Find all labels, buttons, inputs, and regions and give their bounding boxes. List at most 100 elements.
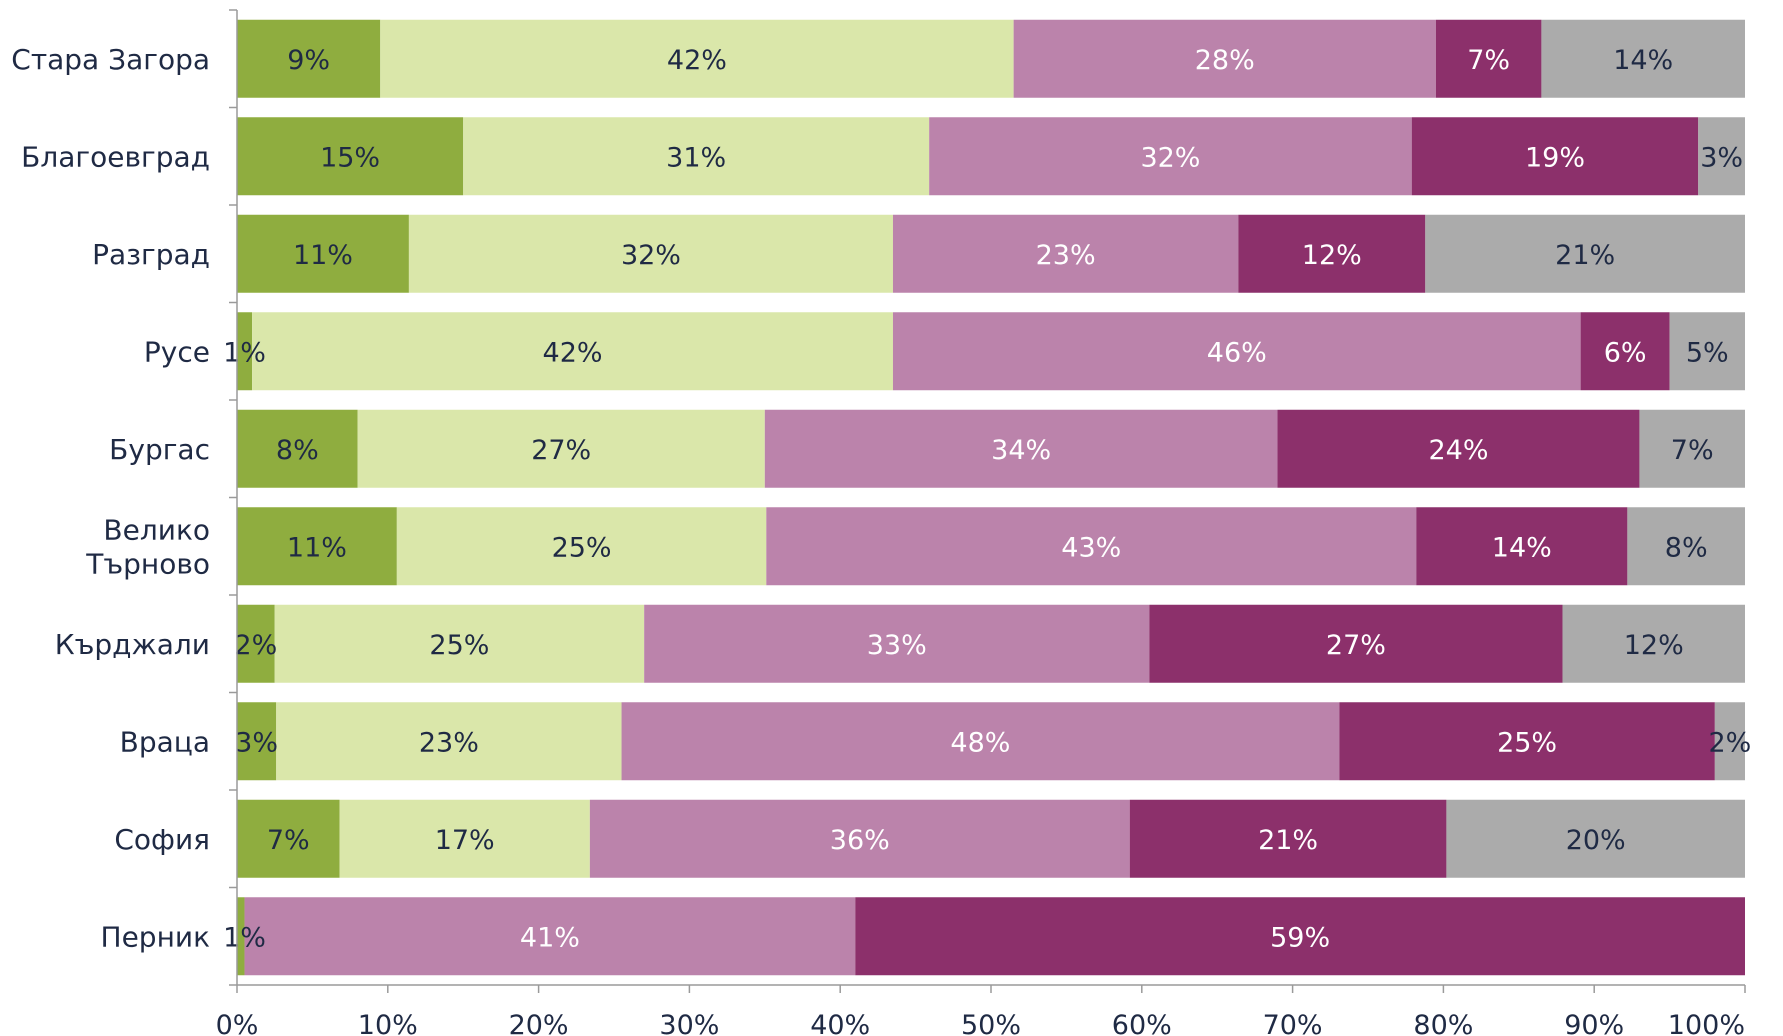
category-label-line: Враца (120, 725, 210, 758)
data-label: 12% (1624, 630, 1684, 661)
bar-segment-3-series-3 (892, 214, 1239, 293)
x-tick-label: 90% (1564, 1010, 1624, 1036)
bar-segment-9-series-2 (339, 799, 590, 878)
bar-segment-1-series-3 (1013, 19, 1436, 98)
category-label-line: Разград (92, 238, 210, 271)
bar-segment-9-series-4 (1129, 799, 1447, 878)
data-label: 23% (1036, 240, 1096, 271)
data-label: 24% (1428, 435, 1488, 466)
data-label: 31% (666, 142, 726, 173)
x-tick-label: 40% (810, 1010, 870, 1036)
x-tick-label: 100% (1668, 1010, 1745, 1036)
data-label: 6% (1604, 337, 1647, 368)
bar-segment-6-series-4 (1416, 507, 1628, 586)
bar-segment-9-series-3 (589, 799, 1130, 878)
data-label: 46% (1207, 337, 1267, 368)
category-label-line: Стара Загора (11, 43, 210, 76)
data-label: 9% (287, 45, 330, 76)
bar-segment-8-series-2 (276, 702, 622, 781)
bar-segment-7-series-5 (1562, 604, 1745, 683)
bar-segment-4-series-1 (237, 312, 253, 391)
category-label-line: София (114, 823, 210, 856)
bar-segment-8-series-1 (237, 702, 277, 781)
bar-segment-5-series-4 (1277, 409, 1640, 488)
data-label: 1% (223, 337, 266, 368)
bar-segment-5-series-2 (357, 409, 765, 488)
data-label: 25% (1497, 727, 1557, 758)
bar-segment-4-series-5 (1669, 312, 1745, 391)
data-label: 11% (293, 240, 353, 271)
bar-segment-10-series-1 (237, 897, 245, 976)
bar-segment-1-series-2 (380, 19, 1014, 98)
bar-segment-5-series-3 (764, 409, 1278, 488)
x-tick-label: 60% (1112, 1010, 1172, 1036)
category-label: Благоевград (21, 140, 210, 173)
category-label-line: Благоевград (21, 140, 210, 173)
bar-segment-2-series-5 (1698, 117, 1745, 196)
bar-segment-7-series-2 (274, 604, 645, 683)
data-label: 15% (320, 142, 380, 173)
bar-segment-6-series-1 (237, 507, 397, 586)
data-label: 5% (1686, 337, 1729, 368)
data-label: 36% (830, 825, 890, 856)
data-label: 8% (276, 435, 319, 466)
bar-segment-7-series-3 (644, 604, 1150, 683)
bar-segment-9-series-1 (237, 799, 340, 878)
data-label: 42% (543, 337, 603, 368)
category-label-line: Русе (144, 335, 210, 368)
data-label: 28% (1195, 45, 1255, 76)
data-label: 43% (1061, 532, 1121, 563)
category-label: Велико Търново (85, 513, 210, 580)
bar-segment-2-series-4 (1411, 117, 1699, 196)
bar-segment-3-series-1 (237, 214, 409, 293)
data-label: 25% (552, 532, 612, 563)
bar-segment-10-series-3 (244, 897, 856, 976)
bar-segment-7-series-4 (1149, 604, 1563, 683)
bar-segment-1-series-4 (1435, 19, 1542, 98)
bar-segment-9-series-5 (1446, 799, 1745, 878)
data-label: 7% (1671, 435, 1714, 466)
data-label: 19% (1525, 142, 1585, 173)
data-label: 32% (1140, 142, 1200, 173)
data-label: 23% (419, 727, 479, 758)
data-label: 1% (223, 922, 266, 953)
category-label-line: Бургас (109, 433, 210, 466)
data-label: 2% (234, 630, 277, 661)
bar-segment-2-series-1 (237, 117, 464, 196)
bar-segment-8-series-3 (621, 702, 1340, 781)
category-label: Разград (92, 238, 210, 271)
bar-segment-6-series-5 (1627, 507, 1745, 586)
data-labels-layer: 9% 42% 28% 7% 14% 15% 31% 32% 19% 3% 11% 32% 23% 12% 2… (223, 45, 1751, 954)
bars-layer (237, 19, 1745, 976)
x-tick-labels-layer: 0% 10% 20% 30% 40% 50% 60% 70% 80% 90% 100% (216, 1010, 1745, 1036)
data-label: 21% (1555, 240, 1615, 271)
bar-segment-6-series-3 (766, 507, 1417, 586)
data-label: 48% (950, 727, 1010, 758)
category-label: Перник (101, 920, 210, 953)
data-label: 20% (1566, 825, 1626, 856)
data-label: 34% (991, 435, 1051, 466)
category-label-line: Перник (101, 920, 210, 953)
data-label: 59% (1270, 922, 1330, 953)
bar-segment-3-series-2 (408, 214, 893, 293)
category-label-line: Велико (103, 513, 210, 546)
bar-segment-1-series-1 (237, 19, 381, 98)
data-label: 25% (429, 630, 489, 661)
x-tick-label: 70% (1263, 1010, 1323, 1036)
x-tick-label: 0% (216, 1010, 259, 1036)
category-labels-layer: Стара Загора Благоевград Разград Русе Бургас… (11, 43, 210, 954)
category-label-line: Търново (85, 547, 210, 580)
category-label: Кърджали (55, 628, 210, 661)
data-label: 7% (267, 825, 310, 856)
category-label: Стара Загора (11, 43, 210, 76)
x-tick-label: 30% (659, 1010, 719, 1036)
data-label: 7% (1467, 45, 1510, 76)
data-label: 27% (531, 435, 591, 466)
bar-segment-6-series-2 (396, 507, 767, 586)
bar-segment-5-series-5 (1639, 409, 1745, 488)
category-label-line: Кърджали (55, 628, 210, 661)
x-tick-label: 50% (961, 1010, 1021, 1036)
data-label: 8% (1665, 532, 1708, 563)
data-label: 32% (621, 240, 681, 271)
